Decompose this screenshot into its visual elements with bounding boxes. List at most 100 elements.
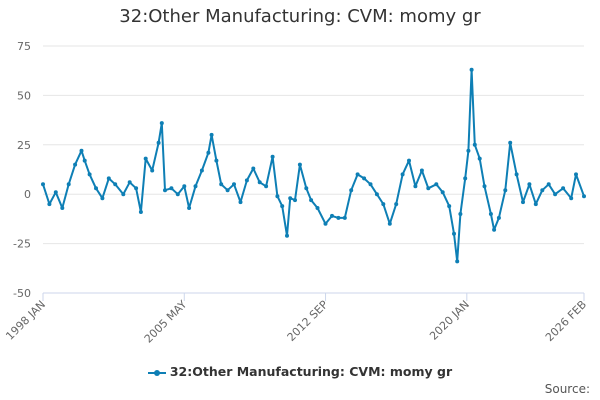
data-point[interactable] [440, 190, 445, 195]
data-point[interactable] [546, 182, 551, 187]
data-point[interactable] [106, 176, 111, 181]
data-point[interactable] [175, 192, 180, 197]
data-point[interactable] [288, 196, 293, 201]
data-point[interactable] [315, 206, 320, 210]
data-point[interactable] [527, 182, 532, 187]
data-point[interactable] [574, 172, 578, 177]
data-point[interactable] [355, 172, 360, 177]
data-point[interactable] [214, 158, 219, 163]
data-point[interactable] [159, 121, 164, 126]
data-point[interactable] [270, 154, 275, 159]
data-point[interactable] [458, 212, 463, 216]
data-point[interactable] [150, 168, 155, 173]
y-tick-labels: -50 -25 0 25 50 75 [13, 40, 31, 300]
data-point[interactable] [472, 142, 477, 147]
data-point[interactable] [447, 204, 452, 209]
data-point[interactable] [463, 176, 468, 181]
data-point[interactable] [553, 192, 558, 197]
data-point[interactable] [163, 188, 167, 193]
data-point[interactable] [169, 186, 174, 191]
data-point[interactable] [127, 180, 132, 185]
data-point[interactable] [426, 186, 431, 191]
data-point[interactable] [47, 202, 52, 207]
data-point[interactable] [225, 188, 230, 193]
legend[interactable]: 32:Other Manufacturing: CVM: momy gr [0, 364, 600, 379]
data-point[interactable] [94, 186, 98, 191]
data-point[interactable] [362, 176, 367, 181]
data-point[interactable] [280, 204, 285, 209]
data-point[interactable] [73, 162, 78, 167]
data-point[interactable] [488, 212, 493, 216]
data-point[interactable] [521, 200, 525, 205]
data-point[interactable] [533, 202, 538, 207]
data-point[interactable] [455, 259, 460, 264]
data-point[interactable] [121, 192, 126, 197]
data-point[interactable] [187, 206, 192, 210]
data-point[interactable] [381, 202, 386, 207]
data-point[interactable] [323, 221, 328, 226]
data-point[interactable] [232, 182, 236, 187]
data-point[interactable] [482, 184, 487, 189]
series-group [41, 67, 586, 264]
data-point[interactable] [503, 188, 508, 193]
data-point[interactable] [387, 221, 392, 226]
data-point[interactable] [582, 194, 586, 199]
data-point[interactable] [41, 182, 45, 187]
data-point[interactable] [477, 156, 482, 161]
data-point[interactable] [407, 158, 411, 163]
data-point[interactable] [297, 162, 302, 167]
data-point[interactable] [419, 168, 424, 173]
data-point[interactable] [264, 184, 269, 189]
legend-swatch [147, 368, 166, 378]
data-point[interactable] [100, 196, 105, 201]
data-point[interactable] [508, 140, 513, 145]
data-point[interactable] [330, 213, 334, 218]
data-point[interactable] [244, 178, 249, 183]
data-point[interactable] [394, 202, 399, 207]
data-point[interactable] [219, 182, 224, 187]
data-point[interactable] [193, 184, 198, 189]
data-point[interactable] [349, 188, 354, 193]
data-point[interactable] [368, 182, 373, 187]
data-point[interactable] [206, 150, 211, 155]
data-point[interactable] [540, 188, 545, 193]
data-point[interactable] [400, 172, 405, 177]
data-point[interactable] [285, 233, 289, 238]
data-point[interactable] [199, 168, 204, 173]
data-point[interactable] [87, 172, 92, 177]
y-tick-label: 75 [17, 40, 31, 53]
data-point[interactable] [251, 166, 256, 171]
data-point[interactable] [138, 210, 143, 214]
data-point[interactable] [413, 184, 418, 189]
data-point[interactable] [469, 67, 474, 72]
data-point[interactable] [374, 192, 379, 197]
data-point[interactable] [182, 184, 187, 189]
data-point[interactable] [466, 148, 471, 153]
data-point[interactable] [304, 186, 309, 191]
data-point[interactable] [342, 215, 347, 220]
data-point[interactable] [238, 200, 243, 205]
data-point[interactable] [293, 198, 297, 203]
data-point[interactable] [309, 198, 314, 203]
data-point[interactable] [452, 231, 456, 236]
data-point[interactable] [275, 194, 280, 199]
data-point[interactable] [156, 140, 161, 145]
data-point[interactable] [66, 182, 71, 187]
data-point[interactable] [434, 182, 439, 187]
data-point[interactable] [257, 180, 262, 185]
data-point[interactable] [113, 182, 118, 187]
data-point[interactable] [496, 215, 501, 220]
data-point[interactable] [143, 156, 148, 161]
data-point[interactable] [209, 132, 214, 137]
data-point[interactable] [53, 190, 58, 195]
data-point[interactable] [134, 186, 139, 191]
y-tick-label: 50 [17, 89, 31, 102]
data-point[interactable] [569, 196, 574, 201]
data-point[interactable] [79, 148, 84, 153]
data-point[interactable] [336, 215, 341, 220]
data-point[interactable] [514, 172, 519, 177]
data-point[interactable] [561, 186, 566, 191]
data-point[interactable] [60, 206, 65, 210]
data-point[interactable] [82, 158, 87, 163]
data-point[interactable] [492, 227, 497, 232]
